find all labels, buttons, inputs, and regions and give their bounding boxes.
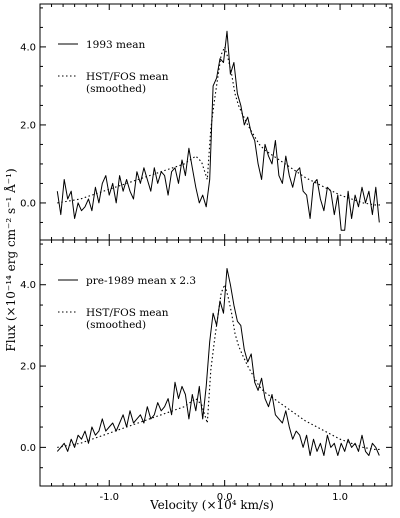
legend-label: 1993 mean: [86, 39, 145, 51]
y-tick-label: 2.0: [20, 362, 36, 373]
x-axis-label: Velocity (×10⁴ km/s): [149, 498, 274, 512]
panel-top: 0.0 2.0 4.0 1993 mean HST/FOS mean(smoothed): [20, 3, 393, 241]
series-main-line: [56, 268, 380, 456]
panel-bottom: 0.0 2.0 4.0 -1.0 0.0 1.0 pre-1989 mean x 2.3 HS…: [20, 239, 393, 503]
legend-label: HST/FOS mean: [86, 71, 169, 83]
plot-frame: [39, 239, 393, 487]
series-main-line: [56, 30, 380, 231]
legend-label: pre-1989 mean x 2.3: [86, 275, 196, 287]
legend-label: (smoothed): [86, 83, 146, 95]
y-axis-label: Flux (×10⁻¹⁴ erg cm⁻² s⁻¹ Å⁻¹): [3, 168, 18, 351]
y-tick-label: 0.0: [20, 198, 36, 209]
legend-label: HST/FOS mean: [86, 307, 169, 319]
y-tick-label: 4.0: [20, 280, 36, 291]
x-tick-label: 0.0: [217, 492, 233, 503]
y-tick-label: 2.0: [20, 120, 36, 131]
y-tick-label: 4.0: [20, 42, 36, 53]
x-tick-label: -1.0: [99, 492, 119, 503]
y-tick-label: 0.0: [20, 443, 36, 454]
x-tick-label: 1.0: [332, 492, 348, 503]
legend-label: (smoothed): [86, 319, 146, 331]
